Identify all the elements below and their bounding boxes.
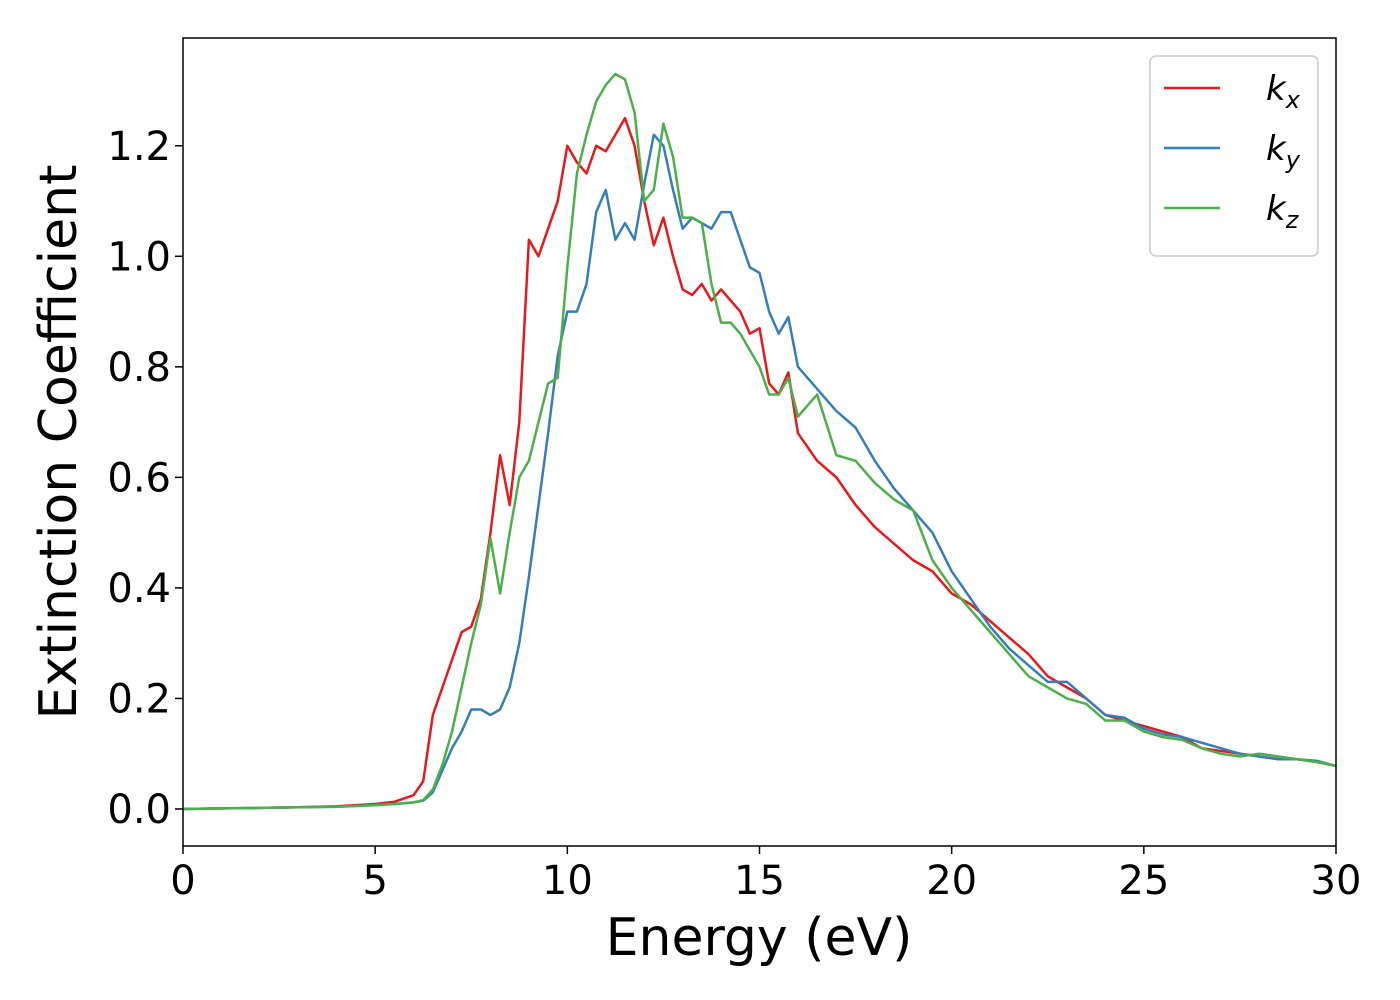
legend-box — [1149, 55, 1319, 257]
plot-frame — [182, 37, 1337, 847]
y-tick-label: 0.8 — [107, 345, 171, 391]
legend-label: ky — [1266, 129, 1301, 174]
x-tick-label: 15 — [734, 858, 785, 904]
y-tick-label: 0.4 — [107, 566, 171, 612]
y-tick-label: 0.0 — [107, 787, 171, 833]
x-tick-label: 30 — [1311, 858, 1362, 904]
x-tick-label: 5 — [362, 858, 387, 904]
data-line — [183, 133, 1336, 811]
x-tick-label: 20 — [926, 858, 977, 904]
x-tick-label: 10 — [542, 858, 593, 904]
y-axis-label: Extinction Coefficient — [29, 165, 89, 720]
y-tick-label: 0.6 — [107, 455, 171, 501]
y-tick-label: 1.0 — [107, 234, 171, 280]
legend-label-main: k — [1266, 189, 1287, 229]
y-tick-label: 0.2 — [107, 676, 171, 722]
y-tick-label: 1.2 — [107, 124, 171, 170]
data-line — [183, 72, 1336, 811]
legend-label-sub: z — [1285, 206, 1300, 234]
legend-label-sub: x — [1285, 86, 1301, 114]
x-tick-label: 0 — [170, 858, 195, 904]
legend-label-main: k — [1266, 69, 1287, 109]
legend-label-sub: y — [1285, 146, 1301, 174]
x-tick-label: 25 — [1118, 858, 1169, 904]
legend-label: kx — [1266, 69, 1301, 114]
x-axis-label: Energy (eV) — [606, 908, 913, 968]
legend-label-main: k — [1266, 129, 1287, 169]
legend-label: kz — [1266, 189, 1300, 234]
